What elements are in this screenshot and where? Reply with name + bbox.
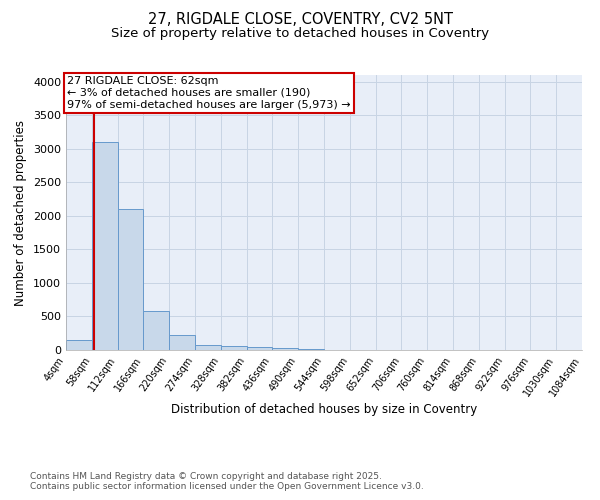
Bar: [169, 335, 195, 350]
Text: 27, RIGDALE CLOSE, COVENTRY, CV2 5NT: 27, RIGDALE CLOSE, COVENTRY, CV2 5NT: [148, 12, 452, 28]
Text: Size of property relative to detached houses in Coventry: Size of property relative to detached ho…: [111, 28, 489, 40]
Text: 27 RIGDALE CLOSE: 62sqm
← 3% of detached houses are smaller (190)
97% of semi-de: 27 RIGDALE CLOSE: 62sqm ← 3% of detached…: [67, 76, 350, 110]
Bar: [221, 346, 247, 350]
Bar: [92, 142, 118, 350]
Text: Contains HM Land Registry data © Crown copyright and database right 2025.: Contains HM Land Registry data © Crown c…: [30, 472, 382, 481]
Bar: [272, 348, 298, 350]
X-axis label: Distribution of detached houses by size in Coventry: Distribution of detached houses by size …: [171, 403, 477, 416]
Bar: [247, 348, 272, 350]
Bar: [118, 209, 143, 350]
Y-axis label: Number of detached properties: Number of detached properties: [14, 120, 28, 306]
Bar: [195, 345, 221, 350]
Bar: [66, 340, 92, 350]
Text: Contains public sector information licensed under the Open Government Licence v3: Contains public sector information licen…: [30, 482, 424, 491]
Bar: [143, 311, 169, 350]
